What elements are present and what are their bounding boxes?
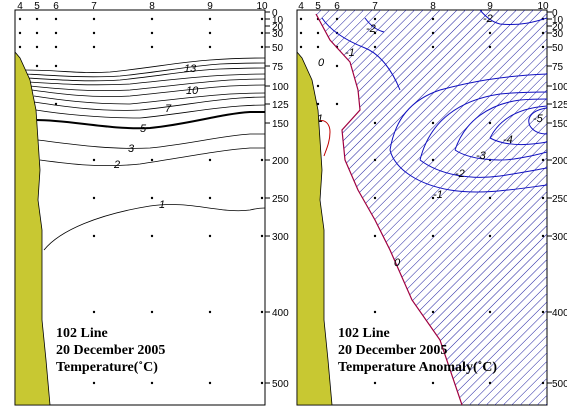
depth-tick: 30 — [272, 29, 284, 40]
temperature-contours — [23, 57, 265, 251]
station-label: 6 — [334, 1, 340, 12]
caption-line: 102 Line — [338, 326, 390, 341]
caption-line: 20 December 2005 — [56, 343, 165, 358]
station-label: 9 — [207, 1, 213, 12]
station-label: 10 — [537, 1, 549, 12]
depth-tick: 150 — [552, 119, 567, 130]
depth-tick: 300 — [272, 232, 289, 243]
contour-labels: 13 10 7 5 3 2 1 — [113, 63, 199, 211]
contour-label: 3 — [128, 143, 135, 155]
depth-tick: 250 — [552, 194, 567, 205]
contour-label: -3 — [476, 150, 487, 162]
contour-label: -4 — [503, 134, 513, 146]
depth-axis: 0 10 20 30 50 75 100 125 150 200 250 300… — [265, 8, 289, 390]
depth-tick: 0 — [552, 8, 558, 19]
contour-label: 13 — [184, 63, 197, 75]
temperature-anomaly-panel: 4 5 6 7 8 9 10 0 10 20 30 50 75 — [296, 1, 567, 406]
depth-tick: 50 — [552, 43, 564, 54]
depth-tick: 400 — [272, 308, 289, 319]
contour-label: 5 — [140, 123, 147, 135]
depth-tick: 50 — [272, 43, 284, 54]
depth-tick: 10 — [272, 15, 284, 26]
contour-label: 2 — [113, 159, 120, 171]
coastline-land — [296, 50, 333, 406]
sample-points — [18, 17, 264, 385]
station-label: 6 — [53, 1, 59, 12]
contour-label: -2 — [483, 13, 493, 25]
coastline-land — [14, 50, 51, 406]
station-label: 5 — [34, 1, 40, 12]
depth-tick: 200 — [552, 156, 567, 167]
station-label: 7 — [372, 1, 378, 12]
station-label: 9 — [487, 1, 493, 12]
depth-tick: 150 — [272, 119, 289, 130]
depth-tick: 20 — [552, 22, 564, 33]
station-label: 8 — [149, 1, 155, 12]
depth-tick: 125 — [272, 100, 289, 111]
contour-label: 10 — [186, 85, 199, 97]
temperature-panel: 4 5 6 7 8 9 10 0 10 20 30 50 75 — [14, 1, 289, 406]
station-labels: 4 5 6 7 8 9 10 — [298, 1, 549, 12]
depth-tick: 500 — [552, 379, 567, 390]
depth-tick: 75 — [272, 62, 284, 73]
contour-label: -2 — [455, 168, 465, 180]
station-labels: 4 5 6 7 8 9 10 — [17, 1, 268, 12]
station-label: 10 — [256, 1, 268, 12]
depth-tick: 100 — [272, 82, 289, 93]
caption-line: Temperature(˚C) — [56, 360, 158, 375]
depth-tick: 250 — [272, 194, 289, 205]
caption: 102 Line 20 December 2005 Temperature(˚C… — [56, 326, 165, 375]
contour-label: -5 — [533, 113, 544, 125]
depth-axis: 0 10 20 30 50 75 100 125 150 200 250 300… — [547, 8, 567, 390]
depth-tick: 75 — [552, 62, 564, 73]
depth-tick: 20 — [272, 22, 284, 33]
depth-tick: 300 — [552, 232, 567, 243]
contour-label: 1 — [159, 199, 165, 211]
station-label: 7 — [91, 1, 97, 12]
depth-tick: 10 — [552, 15, 564, 26]
depth-tick: 100 — [552, 82, 567, 93]
contour-label: 1 — [317, 113, 323, 125]
anomaly-contours — [315, 10, 547, 405]
caption: 102 Line 20 December 2005 Temperature An… — [338, 326, 497, 375]
caption-line: 20 December 2005 — [338, 343, 447, 358]
depth-tick: 30 — [552, 29, 564, 40]
contour-label: 0 — [394, 257, 401, 269]
caption-line: 102 Line — [56, 326, 108, 341]
depth-tick: 500 — [272, 379, 289, 390]
station-label: 8 — [430, 1, 436, 12]
contour-labels: -2 -2 -1 0 1 -5 -4 -3 -2 -1 0 — [317, 13, 544, 269]
station-label: 4 — [17, 1, 23, 12]
contour-label: -1 — [433, 189, 443, 201]
depth-tick: 0 — [272, 8, 278, 19]
station-label: 4 — [298, 1, 304, 12]
contour-label: 7 — [165, 103, 172, 115]
depth-tick: 200 — [272, 156, 289, 167]
depth-tick: 400 — [552, 308, 567, 319]
contour-label: 0 — [318, 57, 325, 69]
negative-anomaly-hatch — [314, 10, 547, 405]
contour-label: -1 — [345, 47, 355, 59]
contour-label: -2 — [366, 23, 376, 35]
station-label: 5 — [315, 1, 321, 12]
depth-tick: 125 — [552, 100, 567, 111]
caption-line: Temperature Anomaly(˚C) — [338, 360, 497, 375]
